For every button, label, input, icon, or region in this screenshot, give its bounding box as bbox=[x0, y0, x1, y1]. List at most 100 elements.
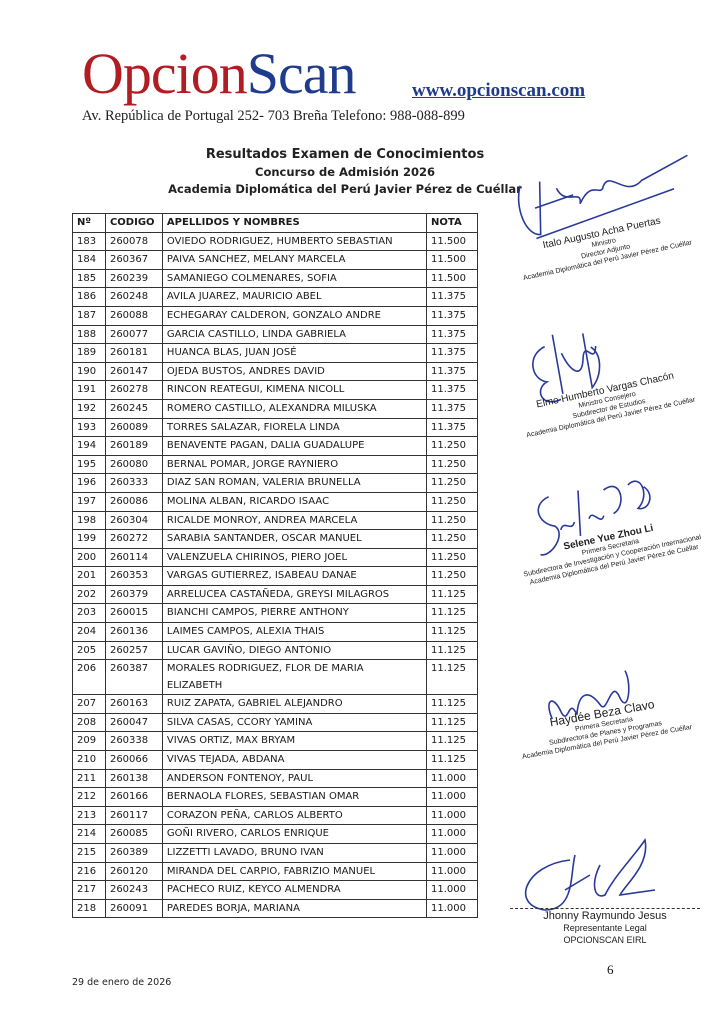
header-grade: NOTA bbox=[426, 213, 478, 233]
row-code: 260389 bbox=[104, 843, 163, 863]
row-grade: 11.000 bbox=[426, 805, 478, 826]
row-code: 260166 bbox=[104, 787, 163, 807]
row-name: SILVA CASAS, CCORY YAMINA bbox=[161, 712, 428, 733]
row-name: SARABIA SANTANDER, OSCAR MANUEL bbox=[161, 529, 428, 549]
row-number: 216 bbox=[72, 861, 106, 882]
row-code: 260117 bbox=[104, 805, 163, 826]
opcionscan-logo: OpcionScan bbox=[82, 44, 356, 104]
row-name: HUANCA BLAS, JUAN JOSÉ bbox=[161, 343, 428, 363]
table-row: 192 260245 ROMERO CASTILLO, ALEXANDRA MILU… bbox=[72, 398, 478, 419]
row-name: BIANCHI CAMPOS, PIERRE ANTHONY bbox=[161, 603, 428, 624]
row-number: 196 bbox=[72, 473, 106, 493]
row-grade: 11.250 bbox=[426, 566, 478, 586]
row-name: TORRES SALAZAR, FIORELA LINDA bbox=[161, 417, 428, 438]
row-name: VIVAS ORTIZ, MAX BRYAM bbox=[161, 731, 428, 752]
row-grade: 11.000 bbox=[426, 824, 478, 844]
header-names: APELLIDOS Y NOMBRES bbox=[161, 213, 428, 233]
row-name: ARRELUCEA CASTAÑEDA, GREYSI MILAGROS bbox=[161, 584, 428, 605]
representative-signature bbox=[525, 837, 656, 911]
table-row: 188 260077 GARCIA CASTILLO, LINDA GABRIELA… bbox=[72, 324, 478, 345]
table-row: 203 260015 BIANCHI CAMPOS, PIERRE ANTHONY 1… bbox=[72, 603, 478, 624]
row-number: 191 bbox=[72, 380, 106, 400]
row-code: 260239 bbox=[104, 268, 163, 289]
row-code: 260114 bbox=[104, 547, 163, 568]
signature-block-3: Selene Yue Zhou Li Primera Secretaria Su… bbox=[492, 450, 724, 640]
logo-text-blue: Scan bbox=[246, 41, 357, 106]
address-line: Av. República de Portugal 252- 703 Breña… bbox=[82, 108, 465, 124]
table-row: 216 260120 MIRANDA DEL CARPIO, FABRIZIO MA… bbox=[72, 861, 478, 882]
table-row: 189 260181 HUANCA BLAS, JUAN JOSÉ 11.375 bbox=[72, 343, 478, 363]
row-grade: 11.125 bbox=[426, 750, 478, 770]
representative-role: Representante Legal bbox=[563, 923, 647, 933]
row-code: 260353 bbox=[104, 566, 163, 586]
row-code: 260272 bbox=[104, 529, 163, 549]
table-row: 207 260163 RUIZ ZAPATA, GABRIEL ALEJANDRO 1… bbox=[72, 694, 478, 714]
row-grade: 11.000 bbox=[426, 843, 478, 863]
row-number: 203 bbox=[72, 603, 106, 624]
table-row: 183 260078 OVIEDO RODRIGUEZ, HUMBERTO SEBA… bbox=[72, 231, 478, 252]
row-code: 260257 bbox=[104, 640, 163, 661]
row-code: 260147 bbox=[104, 361, 163, 382]
table-row: 191 260278 RINCON REATEGUI, KIMENA NICOLL 1… bbox=[72, 380, 478, 400]
row-code: 260120 bbox=[104, 861, 163, 882]
row-grade: 11.500 bbox=[426, 268, 478, 289]
table-row: 214 260085 GOÑI RIVERO, CARLOS ENRIQUE 11.0… bbox=[72, 824, 478, 844]
row-number: 201 bbox=[72, 566, 106, 586]
row-code: 260086 bbox=[104, 491, 163, 512]
row-name: RUIZ ZAPATA, GABRIEL ALEJANDRO bbox=[161, 694, 428, 714]
table-row: 202 260379 ARRELUCEA CASTAÑEDA, GREYSI MIL… bbox=[72, 584, 478, 605]
row-grade: 11.375 bbox=[426, 417, 478, 438]
row-code: 260136 bbox=[104, 622, 163, 642]
table-row: 213 260117 CORAZON PEÑA, CARLOS ALBERTO 11.… bbox=[72, 805, 478, 826]
row-name: OJEDA BUSTOS, ANDRES DAVID bbox=[161, 361, 428, 382]
row-name: CORAZON PEÑA, CARLOS ALBERTO bbox=[161, 805, 428, 826]
signature-scribble-4 bbox=[548, 670, 630, 720]
table-row: 217 260243 PACHECO RUIZ, KEYCO ALMENDRA 11.… bbox=[72, 880, 478, 900]
representative-block: Jhonny Raymundo Jesus Representante Lega… bbox=[510, 908, 700, 946]
row-code: 260088 bbox=[104, 305, 163, 326]
row-name: OVIEDO RODRIGUEZ, HUMBERTO SEBASTIAN bbox=[161, 231, 428, 252]
website-link[interactable]: www.opcionscan.com bbox=[412, 80, 586, 101]
row-name: ROMERO CASTILLO, ALEXANDRA MILUSKA bbox=[161, 398, 428, 419]
row-code: 260304 bbox=[104, 510, 163, 531]
table-row: 211 260138 ANDERSON FONTENOY, PAUL 11.000 bbox=[72, 768, 478, 789]
table-row: 197 260086 MOLINA ALBAN, RICARDO ISAAC 11.2… bbox=[72, 491, 478, 512]
row-grade: 11.000 bbox=[426, 880, 478, 900]
row-grade: 11.000 bbox=[426, 898, 478, 919]
row-number: 186 bbox=[72, 287, 106, 307]
row-code: 260278 bbox=[104, 380, 163, 400]
row-number: 209 bbox=[72, 731, 106, 752]
row-grade: 11.125 bbox=[426, 603, 478, 624]
document-title: Resultados Examen de Conocimientos bbox=[205, 147, 485, 162]
row-number: 206 bbox=[72, 659, 106, 696]
row-number: 204 bbox=[72, 622, 106, 642]
table-header-row: Nº CODIGO APELLIDOS Y NOMBRES NOTA bbox=[72, 213, 478, 233]
row-name: AVILA JUAREZ, MAURICIO ABEL bbox=[161, 287, 428, 307]
row-number: 214 bbox=[72, 824, 106, 844]
document-titles: Resultados Examen de Conocimientos Concu… bbox=[150, 146, 540, 198]
row-name: BERNAOLA FLORES, SEBASTIAN OMAR bbox=[161, 787, 428, 807]
row-name: VARGAS GUTIERREZ, ISABEAU DANAE bbox=[161, 566, 428, 586]
row-number: 208 bbox=[72, 712, 106, 733]
row-number: 188 bbox=[72, 324, 106, 345]
institution-name: Academia Diplomática del Perú Javier Pér… bbox=[168, 182, 522, 196]
table-row: 218 260091 PAREDES BORJA, MARIANA 11.000 bbox=[72, 898, 478, 919]
row-grade: 11.375 bbox=[426, 380, 478, 400]
row-code: 260078 bbox=[104, 231, 163, 252]
table-row: 209 260338 VIVAS ORTIZ, MAX BRYAM 11.125 bbox=[72, 731, 478, 752]
row-grade: 11.375 bbox=[426, 398, 478, 419]
signature-block-1: Italo Augusto Acha Puertas Ministro Dire… bbox=[487, 131, 714, 319]
page-number: 6 bbox=[607, 962, 614, 977]
table-row: 185 260239 SAMANIEGO COLMENARES, SOFIA 11.5… bbox=[72, 268, 478, 289]
row-number: 198 bbox=[72, 510, 106, 531]
row-name: PAREDES BORJA, MARIANA bbox=[161, 898, 428, 919]
table-row: 215 260389 LIZZETTI LAVADO, BRUNO IVAN 11.0… bbox=[72, 843, 478, 863]
row-name: GOÑI RIVERO, CARLOS ENRIQUE bbox=[161, 824, 428, 844]
table-row: 205 260257 LUCAR GAVIÑO, DIEGO ANTONIO 11.1… bbox=[72, 640, 478, 661]
table-row: 193 260089 TORRES SALAZAR, FIORELA LINDA 11… bbox=[72, 417, 478, 438]
table-row: 210 260066 VIVAS TEJADA, ABDANA 11.125 bbox=[72, 750, 478, 770]
table-row: 206 260387 MORALES RODRIGUEZ, FLOR DE MARI… bbox=[72, 659, 478, 696]
row-grade: 11.000 bbox=[426, 861, 478, 882]
row-grade: 11.000 bbox=[426, 787, 478, 807]
row-number: 183 bbox=[72, 231, 106, 252]
